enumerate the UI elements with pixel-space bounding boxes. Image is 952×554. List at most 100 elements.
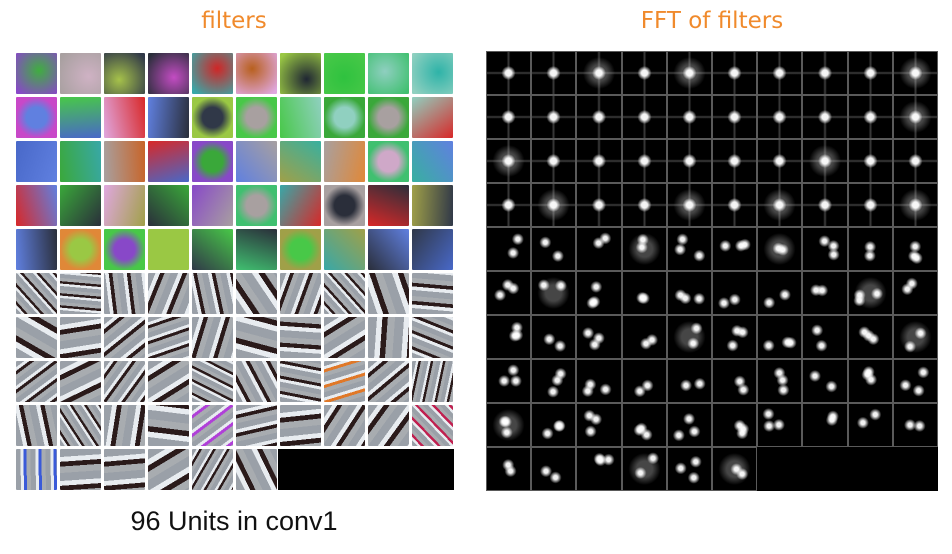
filter-unit xyxy=(103,360,145,402)
fft-unit xyxy=(486,359,532,403)
fft-unit xyxy=(576,139,622,183)
filter-unit xyxy=(411,184,453,226)
filter-unit xyxy=(15,272,57,314)
filter-unit xyxy=(367,228,409,270)
fft-unit xyxy=(531,227,577,271)
fft-unit xyxy=(892,403,938,447)
fft-unit xyxy=(847,95,893,139)
filter-unit xyxy=(103,96,145,138)
fft-unit xyxy=(892,51,938,95)
fft-unit xyxy=(576,315,622,359)
fft-unit xyxy=(621,403,667,447)
fft-unit xyxy=(621,139,667,183)
fft-unit xyxy=(847,227,893,271)
fft-unit xyxy=(576,403,622,447)
fft-unit xyxy=(666,315,712,359)
filters-title: filters xyxy=(201,8,267,34)
fft-unit xyxy=(666,359,712,403)
fft-unit xyxy=(712,315,758,359)
fft-unit xyxy=(486,227,532,271)
filter-unit xyxy=(147,228,189,270)
filter-unit xyxy=(59,228,101,270)
fft-unit xyxy=(847,315,893,359)
filter-unit xyxy=(103,316,145,358)
filter-unit xyxy=(15,448,57,490)
filter-unit xyxy=(367,140,409,182)
fft-unit xyxy=(531,51,577,95)
fft-unit xyxy=(486,271,532,315)
fft-unit xyxy=(802,139,848,183)
filter-unit xyxy=(59,52,101,94)
filter-unit xyxy=(191,52,233,94)
fft-unit xyxy=(666,95,712,139)
fft-unit xyxy=(666,139,712,183)
fft-unit xyxy=(666,183,712,227)
filter-unit xyxy=(15,140,57,182)
fft-unit xyxy=(757,315,803,359)
fft-unit xyxy=(666,271,712,315)
fft-unit xyxy=(576,359,622,403)
filter-unit xyxy=(235,184,277,226)
fft-unit xyxy=(712,51,758,95)
filter-unit xyxy=(147,96,189,138)
fft-unit xyxy=(802,51,848,95)
fft-unit xyxy=(666,227,712,271)
filter-unit xyxy=(367,184,409,226)
fft-unit xyxy=(576,95,622,139)
fft-unit xyxy=(892,271,938,315)
filter-unit xyxy=(147,360,189,402)
fft-unit xyxy=(892,315,938,359)
filter-unit xyxy=(411,316,453,358)
filter-unit xyxy=(103,228,145,270)
filter-unit xyxy=(15,316,57,358)
filter-unit xyxy=(279,404,321,446)
fft-unit xyxy=(712,227,758,271)
filter-unit xyxy=(279,272,321,314)
fft-unit xyxy=(486,51,532,95)
fft-unit xyxy=(486,183,532,227)
fft-unit xyxy=(757,139,803,183)
filter-unit xyxy=(147,52,189,94)
filter-unit xyxy=(367,272,409,314)
filter-unit xyxy=(103,448,145,490)
fft-unit xyxy=(576,51,622,95)
filter-unit xyxy=(15,228,57,270)
filter-unit xyxy=(323,316,365,358)
fft-unit xyxy=(576,271,622,315)
filter-unit xyxy=(103,140,145,182)
fft-unit xyxy=(621,183,667,227)
fft-unit xyxy=(757,95,803,139)
fft-unit xyxy=(531,315,577,359)
filter-unit xyxy=(191,448,233,490)
filter-unit xyxy=(235,140,277,182)
filter-unit xyxy=(147,184,189,226)
fft-unit xyxy=(712,183,758,227)
fft-unit xyxy=(712,403,758,447)
filter-unit xyxy=(59,448,101,490)
fft-unit xyxy=(621,95,667,139)
filter-unit xyxy=(323,404,365,446)
fft-unit xyxy=(757,403,803,447)
filter-unit xyxy=(279,316,321,358)
fft-unit xyxy=(712,95,758,139)
filter-unit xyxy=(191,184,233,226)
filter-unit xyxy=(367,316,409,358)
filter-unit xyxy=(59,140,101,182)
fft-unit xyxy=(621,315,667,359)
fft-unit xyxy=(802,183,848,227)
filter-unit xyxy=(411,360,453,402)
fft-unit xyxy=(621,227,667,271)
fft-unit xyxy=(621,271,667,315)
fft-unit xyxy=(531,95,577,139)
filter-unit xyxy=(235,360,277,402)
fft-unit xyxy=(576,447,622,491)
fft-unit xyxy=(666,447,712,491)
fft-unit xyxy=(802,315,848,359)
fft-unit xyxy=(847,271,893,315)
fft-unit xyxy=(486,315,532,359)
fft-unit xyxy=(847,51,893,95)
filter-unit xyxy=(103,184,145,226)
filter-unit xyxy=(59,96,101,138)
filter-unit xyxy=(411,96,453,138)
filter-unit xyxy=(279,184,321,226)
